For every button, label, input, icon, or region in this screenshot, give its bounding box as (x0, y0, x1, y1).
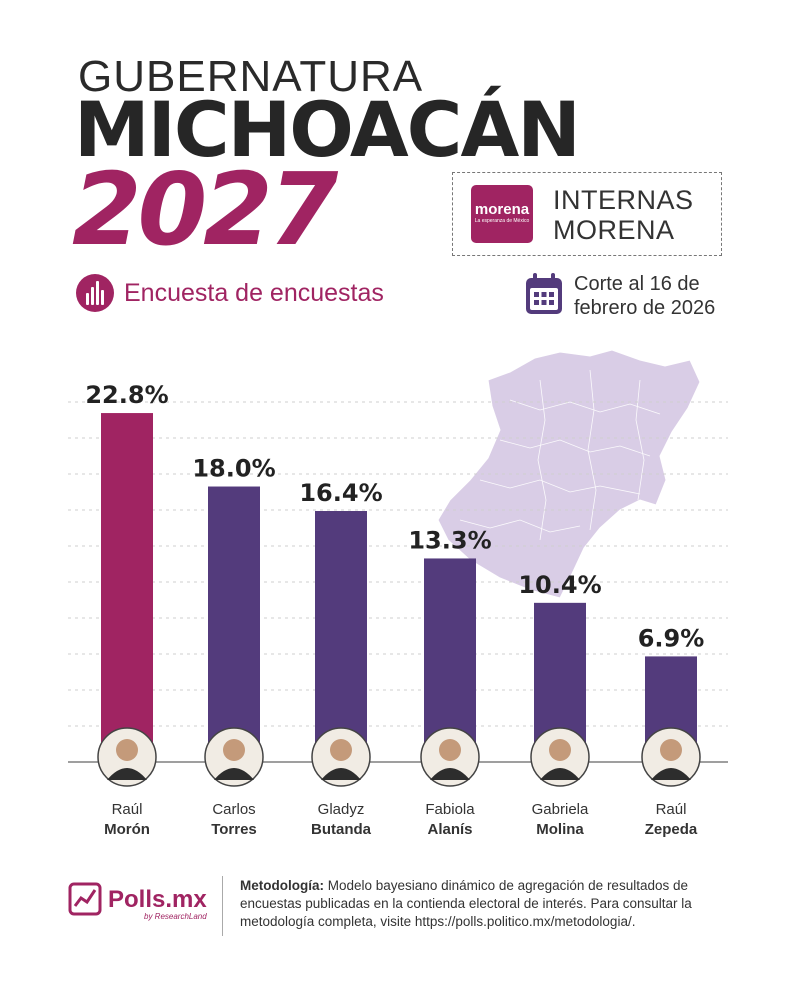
candidate-last-name: Torres (211, 821, 257, 838)
morena-badge: morena La esperanza de México INTERNAS M… (452, 172, 722, 256)
candidate-avatar (204, 727, 264, 787)
cutoff-text: Corte al 16 de febrero de 2026 (574, 272, 774, 320)
morena-logo-tagline: La esperanza de México (474, 218, 530, 224)
chart-grid (68, 401, 728, 727)
morena-label: INTERNAS MORENA (553, 185, 694, 245)
footer-divider (222, 876, 223, 936)
subtitle-text: Encuesta de encuestas (124, 278, 384, 307)
candidate-first-name: Gabriela (531, 801, 589, 818)
polls-logo-icon (68, 882, 102, 916)
morena-label-line2: MORENA (553, 215, 675, 245)
polls-brand: Polls.mx (108, 886, 207, 913)
candidate-first-name: Raúl (655, 801, 687, 818)
candidate-name: Raúl Morón (72, 800, 182, 840)
value-label: 22.8% (85, 381, 168, 409)
candidate-first-name: Gladyz (317, 801, 365, 818)
michoacan-map (437, 349, 701, 599)
subtitle: Encuesta de encuestas (76, 274, 384, 312)
candidate-first-name: Raúl (111, 801, 143, 818)
candidate-photos (97, 727, 701, 787)
methodology-label: Metodología: (240, 878, 324, 893)
calendar-icon (526, 273, 562, 314)
title-year: 2027 (72, 151, 338, 268)
candidate-avatar (641, 727, 701, 787)
value-label: 10.4% (518, 571, 601, 599)
candidate-last-name: Alanís (427, 821, 473, 838)
morena-logo-text: morena (474, 201, 530, 218)
chart-bars (101, 413, 697, 762)
cutoff-line1: Corte al 16 de (574, 273, 700, 295)
bar (315, 511, 367, 762)
candidate-first-name: Fabiola (425, 801, 475, 818)
bar-chart: 22.8% 18.0% 16.4% 13.3% 10.4% 6.9% (68, 349, 728, 787)
candidate-last-name: Zepeda (644, 821, 698, 838)
chart-value-labels: 22.8% 18.0% 16.4% 13.3% 10.4% 6.9% (85, 381, 704, 652)
candidate-avatar (97, 727, 157, 787)
candidate-name: Fabiola Alanís (395, 800, 505, 840)
candidate-avatar (530, 727, 590, 787)
candidate-avatar (311, 727, 371, 787)
candidate-first-name: Carlos (212, 801, 256, 818)
candidate-last-name: Morón (104, 821, 150, 838)
candidate-name: Raúl Zepeda (616, 800, 726, 840)
value-label: 18.0% (192, 455, 275, 483)
value-label: 13.3% (408, 526, 491, 554)
bar (101, 413, 153, 762)
polls-brand-sub: by ResearchLand (144, 912, 207, 921)
bar (208, 486, 260, 762)
methodology-body: Modelo bayesiano dinámico de agregación … (240, 878, 692, 929)
morena-label-line1: INTERNAS (553, 185, 694, 215)
candidate-name: Carlos Torres (179, 800, 289, 840)
candidate-avatar (420, 727, 480, 787)
cutoff-line2: febrero de 2026 (574, 297, 716, 319)
methodology-text: Metodología: Modelo bayesiano dinámico d… (240, 877, 730, 931)
value-label: 6.9% (638, 624, 705, 652)
value-label: 16.4% (299, 479, 382, 507)
bar-chart-icon (76, 274, 114, 312)
title-state: MICHOACÁN (74, 85, 581, 174)
candidate-name: Gabriela Molina (505, 800, 615, 840)
morena-logo: morena La esperanza de México (471, 185, 533, 243)
title-gubernatura: GUBERNATURA (78, 52, 424, 101)
candidate-name: Gladyz Butanda (286, 800, 396, 840)
candidate-last-name: Butanda (311, 821, 371, 838)
polls-logo: Polls.mx by ResearchLand (68, 878, 218, 927)
candidate-last-name: Molina (536, 821, 584, 838)
